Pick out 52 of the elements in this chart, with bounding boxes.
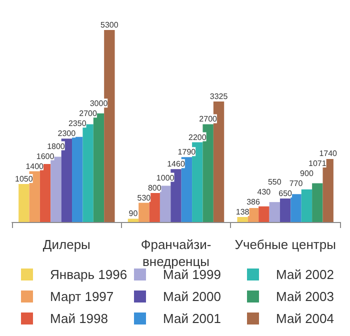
data-label: 138: [236, 208, 250, 216]
bar: [258, 206, 270, 222]
bar: [312, 183, 323, 222]
legend-label: Май 2001: [163, 311, 221, 326]
data-label: 1600: [36, 152, 55, 161]
data-label: 1460: [167, 160, 186, 169]
legend-label: Январь 1996: [50, 267, 128, 282]
legend-label: Май 2003: [276, 289, 334, 304]
data-label: 550: [268, 178, 282, 186]
data-label: 1400: [26, 162, 44, 171]
data-label: 5300: [100, 20, 119, 30]
x-tick-label: Учебные центры: [234, 237, 336, 252]
legend-label: Май 2002: [276, 267, 334, 282]
data-label: 430: [257, 188, 272, 196]
legend-label: Май 2000: [163, 289, 221, 304]
bar: [248, 208, 259, 222]
data-label: 1800: [47, 142, 66, 151]
data-label: 800: [148, 183, 162, 192]
x-tick-label: Дилеры: [42, 237, 90, 252]
data-label: 1071: [308, 158, 327, 168]
x-tick-label: Франчайзи-внедренцы: [140, 237, 212, 269]
data-label: 1740: [319, 148, 338, 158]
data-label: 1000: [156, 173, 175, 182]
data-label: 3000: [90, 99, 108, 108]
bar: [237, 217, 248, 222]
data-label: 3325: [210, 92, 228, 102]
data-label: 386: [246, 198, 260, 206]
data-label: 2700: [199, 114, 218, 124]
data-label: 2700: [79, 109, 98, 118]
data-label: 650: [278, 188, 293, 198]
legend-label: Май 1998: [50, 311, 108, 326]
data-label: 530: [137, 193, 152, 202]
data-label: 1050: [15, 174, 34, 184]
legend-label: Май 2004: [276, 311, 334, 326]
bar: [149, 193, 160, 222]
data-label: 2200: [188, 132, 207, 142]
bar: [290, 194, 302, 222]
bar: [160, 186, 171, 222]
bar: [301, 189, 312, 222]
data-label: 900: [300, 168, 314, 178]
data-label: 2300: [58, 129, 76, 138]
data-label: 770: [289, 178, 304, 188]
bar: [280, 198, 291, 222]
bar: [138, 202, 150, 222]
bar: [18, 184, 30, 222]
data-label: 2350: [68, 119, 87, 128]
bar: [269, 202, 280, 222]
bar: [128, 218, 139, 222]
data-label: 1790: [178, 148, 196, 157]
bar: [72, 136, 83, 222]
legend-label: Март 1997: [50, 289, 114, 304]
data-label: 90: [128, 209, 138, 218]
